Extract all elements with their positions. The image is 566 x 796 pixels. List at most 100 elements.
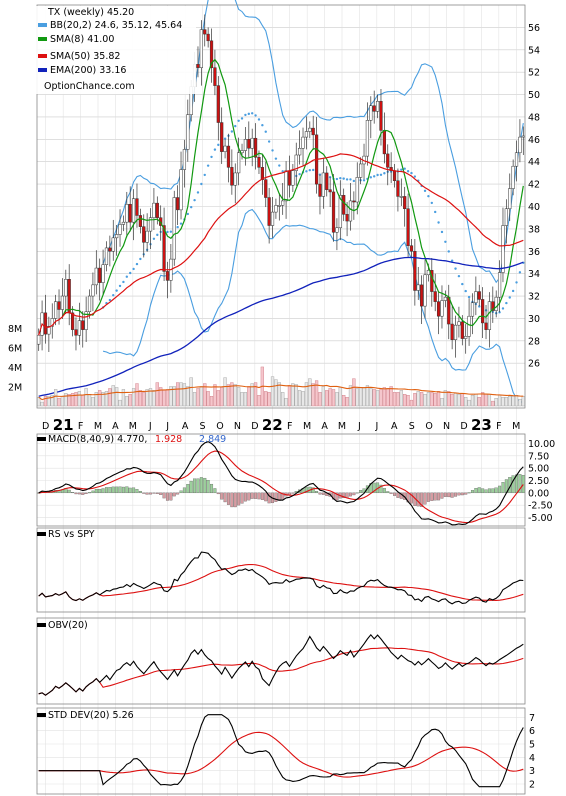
macd-histogram-bar <box>304 487 308 494</box>
candle-body <box>294 154 298 171</box>
candle-body <box>460 321 464 339</box>
volume-bar <box>162 390 166 407</box>
month-label: F <box>287 421 292 432</box>
macd-title: MACD(8,40,9) 4.770, <box>48 434 147 445</box>
volume-bar <box>81 395 85 407</box>
macd-histogram-bar <box>186 484 190 494</box>
candle-body <box>230 167 234 186</box>
candle-body <box>409 245 414 252</box>
volume-bar <box>179 382 183 407</box>
macd-histogram-bar <box>159 492 163 495</box>
std-tick-label: 2 <box>529 780 535 791</box>
legend-bb: BB(20,2) 24.6, 35.12, 45.64 <box>50 20 182 31</box>
volume-bar <box>352 378 356 407</box>
rs-average-line <box>38 563 524 602</box>
candle-body <box>47 326 51 335</box>
bb-middle-dot <box>254 114 257 117</box>
volume-bar <box>460 393 464 407</box>
macd-histogram-bar <box>88 492 92 494</box>
bb-middle-dot <box>261 124 264 127</box>
candle-body <box>447 296 451 325</box>
month-label: D <box>42 421 49 432</box>
bb-middle-dot <box>308 168 312 172</box>
candle-body <box>237 152 241 174</box>
obv-line <box>38 633 524 696</box>
bb-middle-dot <box>189 205 193 209</box>
bb-middle-dot <box>379 173 383 176</box>
candle-body <box>308 127 312 132</box>
candle-body <box>514 152 519 167</box>
candle-body <box>399 196 403 198</box>
bb-middle-dot <box>505 301 508 305</box>
month-label: 22 <box>262 416 283 434</box>
candle-body <box>277 205 281 207</box>
volume-bar <box>148 388 153 407</box>
chart-labels: TX (weekly) 45.20 BB(20,2) 24.6, 35.12, … <box>8 6 555 791</box>
bb-middle-dot <box>128 271 132 275</box>
candle-body <box>220 122 224 152</box>
bb-middle-dot <box>518 271 522 274</box>
macd-histogram-bar <box>409 492 413 504</box>
bb-middle-dot <box>311 168 315 172</box>
volume-bar <box>433 393 437 407</box>
bb-middle-dot <box>135 262 139 266</box>
macd-histogram-bar <box>443 492 447 497</box>
sma8-line <box>61 58 524 327</box>
price-tick-label: 30 <box>528 314 540 325</box>
volume-bar <box>118 399 122 407</box>
candle-body <box>450 323 454 340</box>
macd-histogram-bar <box>91 490 95 494</box>
macd-tick-label: 7.50 <box>528 451 549 462</box>
volume-average-line <box>38 384 524 401</box>
bb-middle-dot <box>257 118 261 121</box>
macd-histogram-bar <box>352 492 356 496</box>
macd-line <box>38 441 524 526</box>
bb-middle-dot <box>234 124 237 128</box>
volume-bar <box>521 396 525 407</box>
volume-tick-label: 6M <box>8 343 22 354</box>
candle-body <box>406 208 410 246</box>
macd-histogram-bar <box>511 475 515 494</box>
candle-body <box>369 105 373 121</box>
bb-middle-dot <box>345 178 349 181</box>
volume-bar <box>511 396 515 407</box>
month-label: F <box>78 421 83 432</box>
candle-body <box>223 145 227 152</box>
volume-bar <box>220 387 224 407</box>
candle-body <box>50 318 54 327</box>
candle-body <box>484 322 488 330</box>
stddev-panel <box>37 714 525 788</box>
volume-bar <box>128 394 132 407</box>
candle-body <box>281 200 285 206</box>
macd-histogram-bar <box>460 492 464 496</box>
legend-swatch-ema200 <box>38 68 47 72</box>
macd-histogram-bar <box>470 490 474 494</box>
bb-middle-dot <box>108 298 112 302</box>
volume-bar <box>274 379 278 407</box>
volume-bar <box>453 393 458 407</box>
candle-body <box>389 167 393 171</box>
candle-body <box>77 320 81 336</box>
bb-middle-dot <box>264 130 267 133</box>
chart-title: TX (weekly) 45.20 <box>47 7 134 18</box>
volume-bar <box>491 400 495 407</box>
macd-histogram-bar <box>128 487 132 494</box>
candle-body <box>74 329 78 336</box>
sma50-line <box>38 153 524 336</box>
bb-middle-dot <box>152 237 156 240</box>
volume-bar <box>514 395 519 407</box>
candle-body <box>104 247 109 265</box>
macd-histogram-bar <box>132 487 136 494</box>
macd-histogram-bar <box>125 486 129 494</box>
macd-histogram-bar <box>220 492 224 500</box>
volume-bar <box>264 391 268 407</box>
macd-histogram-bar <box>260 492 264 500</box>
macd-histogram-bar <box>521 475 525 494</box>
macd-histogram-bar <box>101 488 105 494</box>
volume-bar <box>369 388 373 407</box>
bb-middle-dot <box>342 177 345 180</box>
volume-bar <box>138 390 142 407</box>
volume-bar <box>74 392 78 407</box>
price-tick-label: 46 <box>528 135 540 146</box>
candle-body <box>209 40 214 68</box>
